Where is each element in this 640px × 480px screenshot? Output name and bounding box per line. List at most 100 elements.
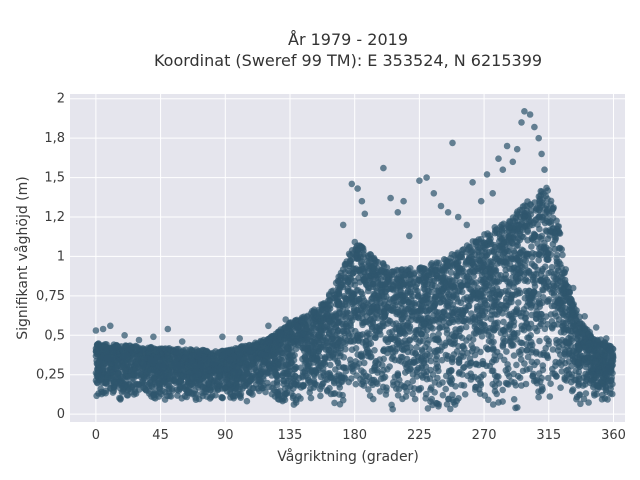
scatter-point [485,396,492,404]
scatter-point [194,381,202,389]
scatter-point [299,382,307,389]
scatter-point [413,315,420,322]
scatter-point [410,307,418,314]
scatter-point [310,377,318,384]
scatter-point [287,339,295,347]
scatter-point [499,386,507,394]
scatter-point [525,268,533,275]
scatter-point [453,292,460,299]
scatter-point [373,328,381,335]
scatter-point [436,338,443,346]
scatter-point [476,328,483,335]
scatter-point [219,352,226,359]
scatter-point [388,271,396,279]
scatter-point [362,372,370,380]
scatter-point [364,287,372,295]
scatter-point [413,368,421,376]
scatter-point [388,335,396,342]
scatter-point [468,310,475,317]
scatter-point [415,339,423,346]
scatter-point [328,288,335,295]
scatter-point [445,367,453,375]
scatter-point [608,376,615,384]
scatter-point [160,379,168,386]
scatter-point [239,374,247,382]
scatter-point [470,269,477,276]
scatter-point [566,298,573,306]
scatter-point [539,213,547,221]
scatter-point [564,339,571,347]
scatter-point [405,277,413,284]
scatter-point [257,369,265,377]
scatter-point [440,318,447,325]
scatter-point [542,345,549,352]
scatter-point [351,238,359,246]
scatter-point [429,325,437,332]
scatter-point [519,203,527,210]
scatter-point [512,382,520,389]
scatter-point [401,271,409,279]
scatter-point [575,368,583,376]
scatter-point [487,315,495,323]
scatter-point [341,375,349,382]
scatter-point [437,347,444,354]
scatter-point [508,239,515,246]
scatter-point [538,383,546,391]
scatter-point [357,288,365,296]
scatter-point [370,376,378,384]
scatter-point [133,343,140,350]
scatter-point [414,357,422,364]
scatter-point [410,270,418,278]
scatter-point [554,277,561,285]
scatter-point [543,351,551,359]
scatter-point [294,341,302,349]
scatter-point [540,190,547,197]
scatter-point [577,400,584,408]
scatter-point [250,366,258,373]
scatter-point [426,295,434,303]
scatter-point [360,309,367,316]
scatter-point [453,397,460,405]
scatter-point [164,355,172,362]
scatter-point [424,405,432,412]
scatter-point [93,392,100,400]
scatter-point [103,379,110,387]
scatter-point [503,348,510,355]
scatter-point [304,363,312,371]
scatter-point [418,347,426,355]
scatter-point [261,358,269,365]
scatter-point [452,383,459,390]
scatter-point [290,401,298,408]
scatter-point [576,345,583,352]
scatter-point [403,355,411,363]
scatter-point [599,357,607,364]
scatter-point [395,357,403,364]
scatter-point [458,325,465,332]
scatter-point [510,352,518,359]
scatter-point [387,296,394,303]
scatter-point [443,401,451,408]
scatter-point [558,368,566,375]
scatter-point [412,349,419,357]
scatter-point [177,377,184,385]
scatter-point [152,347,160,355]
scatter-point [427,261,435,269]
scatter-point [591,392,598,399]
scatter-point [553,251,561,259]
scatter-point [442,372,450,380]
scatter-point [346,315,353,322]
scatter-point [159,364,167,371]
scatter-point [497,301,505,309]
scatter-point [409,377,417,385]
scatter-point [524,324,532,331]
scatter-point [380,294,388,301]
scatter-point [279,372,286,380]
scatter-point [386,363,393,370]
scatter-point [390,381,397,389]
scatter-point [165,385,172,393]
scatter-point [162,345,169,352]
scatter-point [492,377,500,385]
scatter-point [377,281,384,288]
scatter-point [353,363,361,370]
scatter-point [201,356,208,363]
